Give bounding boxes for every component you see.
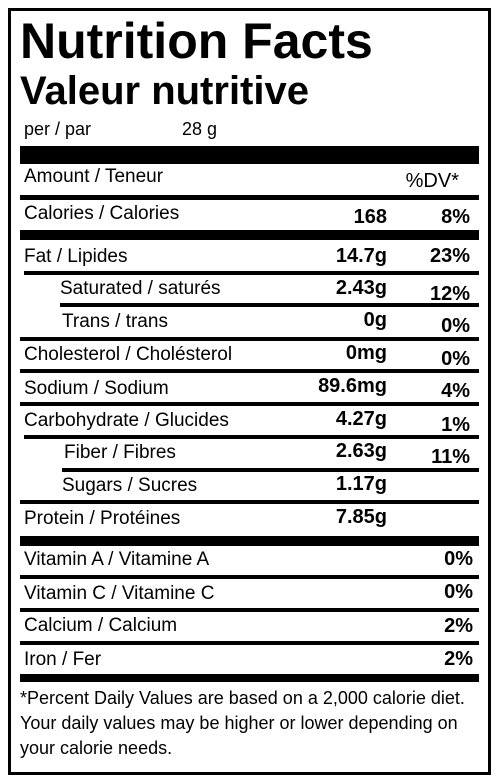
- serving-label: per / par: [24, 119, 92, 139]
- row-amount-protein: 7.85g: [335, 506, 387, 528]
- serving-amount: 28 g: [182, 119, 218, 139]
- row-label-sugars: Sugars / Sucres: [62, 475, 198, 496]
- rule: [24, 435, 479, 439]
- rule: [20, 641, 479, 645]
- rule: [20, 402, 479, 406]
- row-dv-trans: 0%: [441, 315, 470, 337]
- rule: [20, 575, 479, 579]
- row-amount-sugars: 1.17g: [335, 473, 387, 495]
- rule: [20, 337, 479, 341]
- vitamin-dv-iron: 2%: [444, 648, 473, 670]
- nutrition-label: [8, 8, 491, 775]
- row-dv-saturated: 12%: [429, 283, 470, 305]
- thick-rule-top: [20, 146, 479, 164]
- row-dv-sodium: 4%: [441, 380, 470, 402]
- medium-rule: [20, 674, 479, 682]
- row-label-fiber: Fiber / Fibres: [64, 442, 176, 463]
- row-amount-fat: 14.7g: [335, 245, 387, 267]
- medium-rule: [20, 536, 479, 546]
- row-amount-calories: 168: [353, 206, 387, 228]
- rule: [20, 195, 479, 200]
- rule: [24, 271, 479, 275]
- row-label-carbohydrate: Carbohydrate / Glucides: [24, 410, 229, 431]
- vitamin-label-a: Vitamin A / Vitamine A: [24, 549, 210, 570]
- row-amount-carbohydrate: 4.27g: [335, 408, 387, 430]
- rule: [20, 369, 479, 373]
- row-label-fat: Fat / Lipides: [24, 246, 128, 267]
- row-label-saturated: Saturated / saturés: [60, 278, 221, 299]
- amount-header: Amount / Teneur: [24, 166, 164, 187]
- row-dv-fat: 23%: [429, 245, 470, 267]
- vitamin-label-c: Vitamin C / Vitamine C: [24, 583, 215, 604]
- vitamin-label-calcium: Calcium / Calcium: [24, 615, 178, 636]
- label-title: Nutrition Facts: [20, 13, 373, 69]
- row-label-cholesterol: Cholesterol / Cholésterol: [24, 344, 233, 365]
- row-amount-fiber: 2.63g: [335, 440, 387, 462]
- row-dv-carbohydrate: 1%: [441, 414, 470, 436]
- rule: [20, 500, 479, 504]
- row-dv-fiber: 11%: [431, 446, 470, 468]
- row-dv-calories: 8%: [441, 206, 470, 228]
- row-amount-sodium: 89.6mg: [318, 375, 387, 397]
- rule: [62, 468, 479, 472]
- vitamin-dv-calcium: 2%: [444, 615, 473, 637]
- vitamin-dv-c: 0%: [444, 581, 473, 603]
- row-amount-trans: 0g: [363, 309, 387, 331]
- row-label-trans: Trans / trans: [62, 311, 168, 332]
- vitamin-label-iron: Iron / Fer: [24, 649, 102, 670]
- row-amount-saturated: 2.43g: [335, 277, 387, 299]
- row-label-sodium: Sodium / Sodium: [24, 378, 169, 399]
- rule: [20, 608, 479, 612]
- row-dv-cholesterol: 0%: [441, 348, 470, 370]
- footnote: *Percent Daily Values are based on a 2,0…: [20, 688, 465, 758]
- dv-header: %DV*: [405, 170, 459, 192]
- row-label-calories: Calories / Calories: [24, 203, 180, 224]
- row-label-protein: Protein / Protéines: [24, 508, 181, 529]
- vitamin-dv-a: 0%: [444, 548, 473, 570]
- medium-rule: [20, 230, 479, 240]
- row-amount-cholesterol: 0mg: [345, 342, 387, 364]
- label-subtitle: Valeur nutritive: [20, 69, 309, 113]
- rule: [60, 303, 479, 307]
